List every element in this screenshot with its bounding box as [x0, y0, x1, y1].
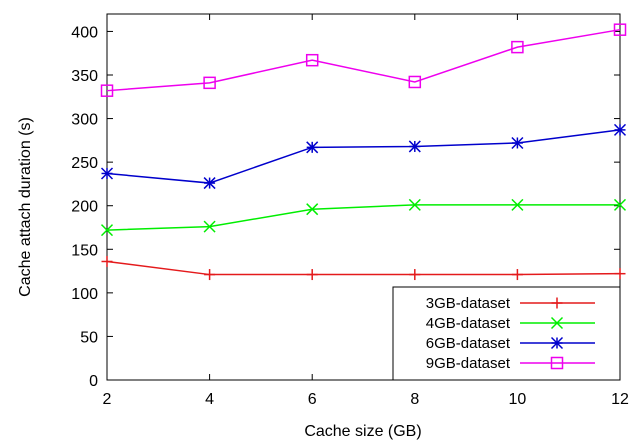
data-point — [306, 203, 319, 216]
data-point — [101, 255, 113, 267]
data-point — [203, 220, 216, 233]
y-tick-label: 400 — [71, 24, 98, 41]
legend-item: 9GB-dataset — [426, 355, 595, 372]
data-point — [409, 269, 421, 281]
series-line — [106, 260, 621, 276]
square-marker — [613, 23, 627, 36]
x-marker-b — [613, 198, 627, 211]
data-point — [614, 268, 626, 280]
x-marker-b — [550, 316, 564, 330]
y-tick-label: 100 — [71, 286, 98, 303]
legend-label: 4GB-dataset — [426, 315, 511, 332]
data-point — [613, 198, 627, 211]
x-marker-b — [408, 198, 421, 211]
y-tick-label: 300 — [71, 112, 98, 129]
x-tick-label: 12 — [611, 391, 629, 408]
data-point — [613, 123, 627, 136]
series-9GB-dataset — [100, 23, 627, 97]
y-tick-label: 0 — [89, 373, 98, 390]
x-marker-b — [203, 220, 216, 233]
series-line — [106, 28, 621, 92]
x-tick-label: 2 — [103, 391, 112, 408]
data-point — [408, 198, 421, 211]
square-marker — [305, 53, 319, 67]
x-marker-b — [306, 203, 319, 216]
data-point — [613, 23, 627, 36]
data-point — [511, 40, 524, 54]
x-marker-b — [100, 224, 114, 237]
series-layer — [100, 23, 627, 281]
x-tick-label: 8 — [410, 391, 419, 408]
y-tick-label: 250 — [71, 155, 98, 172]
x-tick-label: 6 — [308, 391, 317, 408]
series-line — [106, 129, 621, 184]
legend-box — [392, 286, 621, 381]
square-marker — [511, 40, 524, 54]
data-point — [100, 224, 114, 237]
data-point — [408, 75, 422, 89]
data-point — [511, 269, 523, 281]
data-point — [100, 84, 114, 97]
legend-item: 6GB-dataset — [426, 335, 595, 352]
x-marker-b — [511, 198, 524, 211]
square-marker — [100, 84, 114, 97]
data-point — [306, 141, 319, 154]
data-point — [408, 140, 421, 153]
data-point — [511, 198, 524, 211]
y-axis-title: Cache attach duration (s) — [17, 117, 34, 297]
series-3GB-dataset — [101, 255, 626, 281]
data-point — [511, 136, 524, 150]
legend: 3GB-dataset 4GB-dataset 6GB-dataset 9GB-dat… — [392, 286, 621, 381]
series-4GB-dataset — [100, 198, 627, 237]
legend-label: 9GB-dataset — [426, 355, 511, 372]
series-line — [106, 204, 620, 231]
data-point — [305, 53, 319, 67]
y-tick-label: 150 — [71, 242, 98, 259]
data-point — [203, 177, 216, 190]
legend-label: 3GB-dataset — [426, 295, 511, 312]
legend-item: 4GB-dataset — [426, 315, 595, 332]
x-tick-label: 10 — [509, 391, 527, 408]
data-point — [100, 167, 114, 180]
y-axis: 0 50 100 150 200 250 300 350 400 — [71, 24, 620, 390]
plot-frame — [106, 13, 621, 381]
data-point — [204, 269, 216, 281]
plot-border — [106, 13, 621, 381]
data-point — [306, 269, 318, 281]
x-axis-title: Cache size (GB) — [304, 423, 421, 440]
data-point — [203, 76, 216, 90]
y-tick-label: 200 — [71, 199, 98, 216]
series-6GB-dataset — [100, 123, 627, 190]
y-tick-label: 350 — [71, 68, 98, 85]
legend-label: 6GB-dataset — [426, 335, 511, 352]
square-marker — [550, 356, 564, 370]
square-marker — [408, 75, 422, 89]
y-tick-label: 50 — [80, 329, 98, 346]
legend-item: 3GB-dataset — [426, 295, 595, 312]
x-tick-label: 4 — [205, 391, 214, 408]
square-marker — [203, 76, 216, 90]
